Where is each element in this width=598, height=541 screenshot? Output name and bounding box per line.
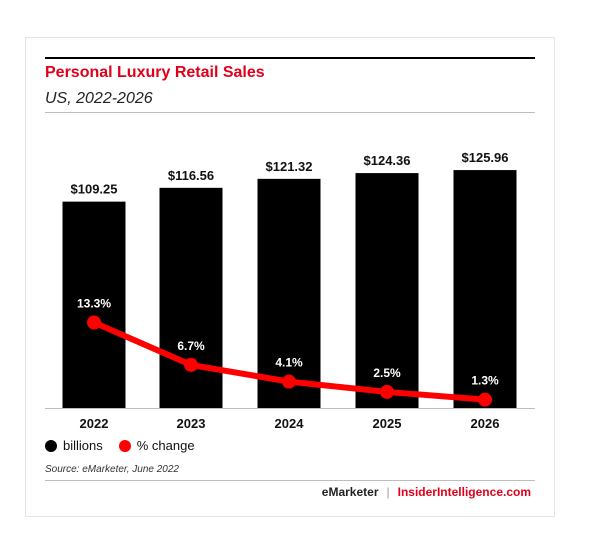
source-note: Source: eMarketer, June 2022 [45,464,179,475]
brand-separator: | [386,485,390,499]
bar-2025 [355,173,419,408]
subtitle-rule [45,112,535,113]
chart-title: Personal Luxury Retail Sales [45,64,265,81]
bar-2024 [257,178,321,408]
change-point-2025 [380,384,394,399]
change-label-2023: 6.7% [177,339,205,353]
change-point-2026 [478,392,492,407]
x-tick-label-2024: 2024 [275,416,305,431]
brand-insider-intelligence[interactable]: InsiderIntelligence.com [397,485,531,499]
x-tick-label-2026: 2026 [471,416,500,431]
legend-item-billions: billions [45,438,103,453]
bar-value-label-2025: $124.36 [364,153,411,168]
legend-label-change: % change [136,438,195,453]
change-label-2025: 2.5% [373,366,401,380]
legend-label-billions: billions [63,438,103,453]
bar-value-label-2022: $109.25 [71,182,118,197]
legend-swatch-change [118,439,131,452]
change-label-2024: 4.1% [275,356,303,370]
change-point-2023 [184,357,198,372]
x-tick-label-2022: 2022 [80,416,109,431]
x-tick-label-2025: 2025 [373,416,402,431]
x-tick-label-2023: 2023 [177,416,206,431]
brand-emarketer: eMarketer [321,485,379,499]
legend: billions % change [45,438,211,453]
legend-swatch-billions [45,439,57,452]
footer-rule [45,480,535,481]
brand-footer: eMarketer | InsiderIntelligence.com [322,485,531,499]
change-point-2022 [87,315,101,330]
change-label-2022: 13.3% [77,297,111,311]
bar-value-label-2024: $121.32 [266,159,313,174]
bar-2023 [159,187,223,408]
bar-2026 [453,170,517,408]
chart-subtitle: US, 2022-2026 [45,90,153,107]
change-point-2024 [282,374,296,389]
legend-item-change: % change [118,438,195,453]
top-rule [45,57,535,59]
bar-value-label-2023: $116.56 [168,168,214,183]
change-label-2026: 1.3% [471,374,499,388]
bar-value-label-2026: $125.96 [462,150,509,165]
bar-2022 [62,201,126,408]
